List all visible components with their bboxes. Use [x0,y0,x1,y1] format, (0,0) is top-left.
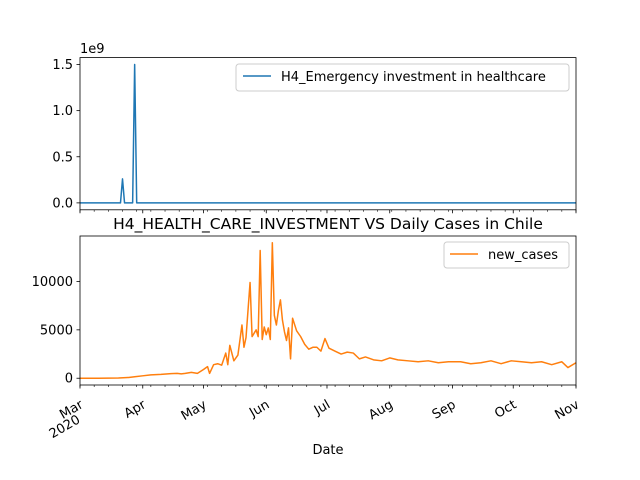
x-axis-label: Date [312,443,343,458]
y-tick-label: 1.5 [52,58,73,73]
x-tick-label: Jul [311,397,333,418]
top-legend-label: H4_Emergency investment in healthcare [281,70,546,85]
y-tick-label: 0 [65,372,73,387]
series-line [80,63,576,204]
top-legend: H4_Emergency investment in healthcare [235,63,570,92]
y-tick-label: 0.5 [52,150,73,165]
y-tick-label: 1.0 [52,104,73,119]
bottom-y-ticks: 0 5000 10000 [32,275,80,387]
bottom-legend-box [443,241,570,269]
top-series-lines [80,63,576,204]
bottom-legend-label: new_cases [488,248,558,263]
top-axes-frame [79,57,577,211]
top-subplot: 0.0 0.5 1.0 1.5 1e9 H4_Emergency investment… [52,42,577,214]
series-line [80,242,577,379]
y-tick-label: 0.0 [52,196,73,211]
bottom-axes-frame [79,235,577,386]
top-y-ticks: 0.0 0.5 1.0 1.5 [52,58,80,211]
bottom-legend: new_cases [443,241,570,269]
top-y-offset-label: 1e9 [80,42,105,57]
bottom-chart-title: H4_HEALTH_CARE_INVESTMENT VS Daily Cases… [113,215,543,234]
y-tick-label: 5000 [40,323,73,338]
bottom-series-lines [80,242,577,379]
top-legend-box [235,63,570,92]
y-tick-label: 10000 [32,275,73,290]
